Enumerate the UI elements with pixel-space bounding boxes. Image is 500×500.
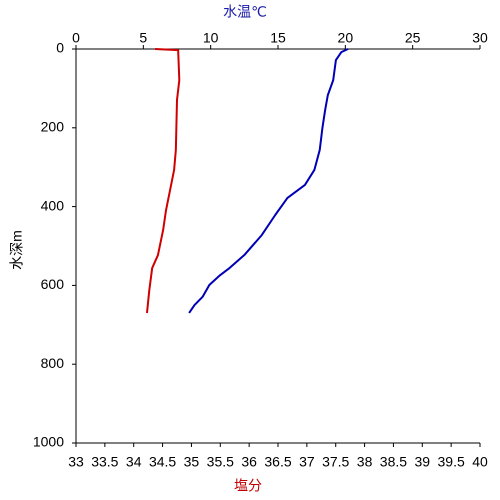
x2-tick-label: 5 (139, 30, 147, 46)
x-tick-label: 36 (241, 454, 257, 470)
x2-tick-label: 0 (72, 30, 80, 46)
x2-tick-label: 10 (203, 30, 219, 46)
x-tick-label: 39 (414, 454, 430, 470)
profile-line (145, 48, 181, 314)
x-tick-label: 37 (299, 454, 315, 470)
x-tick-label: 40 (472, 454, 488, 470)
y-tick-label: 200 (41, 119, 65, 135)
profile-line (188, 48, 349, 314)
y-tick-label: 800 (41, 355, 65, 371)
x-tick-label: 35 (184, 454, 200, 470)
x-tick-label: 38.5 (380, 454, 407, 470)
y-tick-label: 600 (41, 276, 65, 292)
x2-tick-label: 25 (405, 30, 421, 46)
x-tick-label: 34 (126, 454, 142, 470)
y-tick-label: 1000 (33, 434, 64, 450)
x-tick-label: 39.5 (438, 454, 465, 470)
x-tick-label: 38 (357, 454, 373, 470)
x-tick-label: 34.5 (149, 454, 176, 470)
bottom-axis-title: 塩分 (234, 478, 262, 494)
top-axis-title: 水温℃ (223, 4, 267, 20)
y-axis-title: 水深m (9, 230, 25, 270)
x-tick-label: 37.5 (322, 454, 349, 470)
x2-tick-label: 30 (472, 30, 488, 46)
x-tick-label: 35.5 (207, 454, 234, 470)
y-tick-label: 400 (41, 197, 65, 213)
y-tick-label: 0 (56, 40, 64, 56)
x-tick-label: 33 (68, 454, 84, 470)
x-tick-label: 33.5 (91, 454, 118, 470)
x2-tick-label: 20 (338, 30, 354, 46)
x2-tick-label: 15 (270, 30, 286, 46)
x-tick-label: 36.5 (264, 454, 291, 470)
